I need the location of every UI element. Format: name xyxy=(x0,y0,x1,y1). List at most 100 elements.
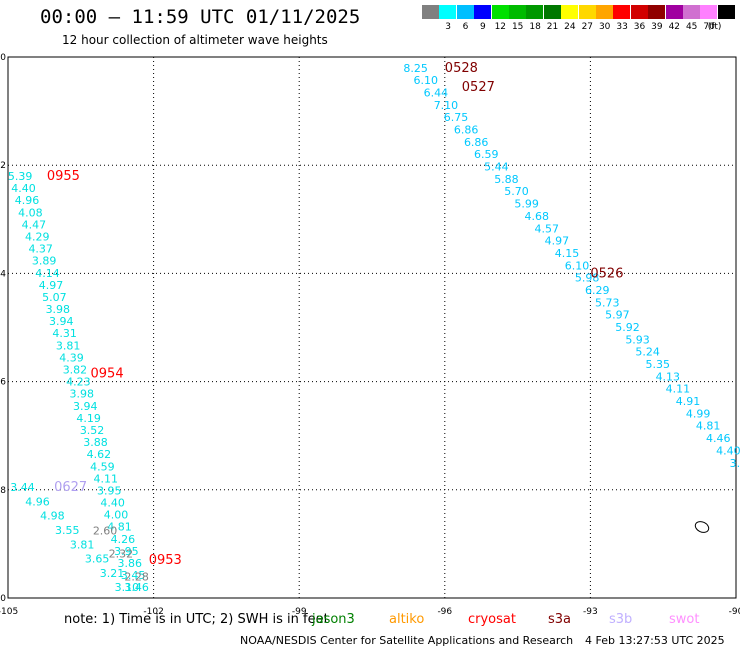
wave-height-value: 6.10 xyxy=(565,259,590,272)
wave-height-value: 4.81 xyxy=(696,420,721,433)
wave-height-value: 4.47 xyxy=(22,218,47,231)
colorbar-label: 27 xyxy=(581,22,594,32)
colorbar-label: 39 xyxy=(651,22,663,32)
wave-height-value: 6.86 xyxy=(454,124,479,137)
colorbar-unit: (ft) xyxy=(707,22,722,32)
wave-height-value: 4.00 xyxy=(104,509,129,522)
colorbar-swatch xyxy=(683,5,700,19)
mission-jason3: jason3 xyxy=(312,612,355,627)
wave-height-value: 5.99 xyxy=(514,198,539,211)
wave-height-value: 4.96 xyxy=(15,194,40,207)
mission-s3b: s3b xyxy=(609,612,633,627)
wave-height-value: 5.93 xyxy=(625,333,650,346)
mission-cryosat: cryosat xyxy=(468,612,516,627)
wave-height-value: 5.24 xyxy=(635,346,660,359)
wave-height-value: 4.23 xyxy=(66,376,91,389)
colorbar-swatch xyxy=(665,5,683,19)
longitude-tick-label: -102 xyxy=(143,607,163,617)
page-subtitle: 12 hour collection of altimeter wave hei… xyxy=(62,33,328,47)
wave-height-value: 5.07 xyxy=(42,291,67,304)
mission-s3a: s3a xyxy=(548,612,572,627)
wave-height-value: 3.81 xyxy=(56,339,81,352)
latitude-tick-label: -66 xyxy=(0,378,6,388)
wave-height-value: 3.86 xyxy=(118,557,143,570)
longitude-tick-label: -105 xyxy=(0,607,18,617)
wave-height-value: 4.40 xyxy=(716,444,740,457)
wave-height-value: 3.45 xyxy=(121,569,146,582)
colorbar-swatch xyxy=(561,5,579,19)
colorbar-swatch xyxy=(717,5,735,19)
wave-height-value: 3.98 xyxy=(46,303,71,316)
wave-height-value: 2.32 xyxy=(109,547,134,560)
island-outline xyxy=(694,521,710,533)
colorbar-label: 24 xyxy=(564,22,576,32)
wave-height-value: 3.88 xyxy=(83,436,108,449)
wave-height-value: 3.44 xyxy=(10,481,35,494)
wave-height-value: 3.9 xyxy=(730,457,740,470)
units-note: note: 1) Time is in UTC; 2) SWH is in fe… xyxy=(64,612,329,627)
credit-line: NOAA/NESDIS Center for Satellite Applica… xyxy=(240,634,574,647)
wave-height-value: 3.94 xyxy=(73,400,98,413)
wave-height-value: 3.10 xyxy=(115,581,140,594)
wave-height-value: 4.11 xyxy=(666,383,691,396)
colorbar-swatch xyxy=(491,5,509,19)
wave-height-value: 4.11 xyxy=(94,472,119,485)
wave-height-value: 5.88 xyxy=(494,173,519,186)
wave-height-value: 3.89 xyxy=(32,255,57,268)
latitude-tick-label: -68 xyxy=(0,486,6,496)
wave-height-value: 3.52 xyxy=(80,424,105,437)
colorbar-label: 21 xyxy=(546,22,559,32)
wave-height-value: 2.60 xyxy=(93,524,118,537)
wave-height-value: 3.21 xyxy=(100,567,125,580)
wave-height-value: 5.44 xyxy=(484,161,509,174)
wave-height-value: 5.35 xyxy=(645,358,670,371)
colorbar-swatch xyxy=(474,5,492,19)
pass-time-label: 0953 xyxy=(149,553,182,568)
colorbar-label: 15 xyxy=(511,22,524,32)
wave-height-value: 6.29 xyxy=(585,284,610,297)
wave-height-value: 4.29 xyxy=(25,230,50,243)
colorbar-swatch xyxy=(613,5,631,19)
colorbar-swatch xyxy=(439,5,457,19)
wave-height-value: 6.10 xyxy=(414,74,439,87)
wave-height-value: 3.81 xyxy=(70,538,95,551)
wave-height-value: 4.19 xyxy=(76,412,101,425)
wave-height-value: 5.70 xyxy=(504,185,529,198)
wave-height-value: 3.82 xyxy=(63,364,88,377)
wave-height-value: 4.97 xyxy=(39,279,64,292)
wave-height-value: 4.91 xyxy=(676,395,701,408)
wave-height-value: 4.98 xyxy=(40,510,65,523)
wave-height-value: 3.94 xyxy=(49,315,74,328)
wave-height-value: 4.40 xyxy=(100,497,125,510)
colorbar-swatch xyxy=(700,5,718,19)
wave-height-value: 4.57 xyxy=(535,222,560,235)
longitude-tick-label: -96 xyxy=(437,607,452,617)
wave-height-value: 3.65 xyxy=(85,553,110,566)
colorbar-label: 18 xyxy=(529,22,541,32)
wave-height-value: 4.13 xyxy=(656,370,681,383)
wave-height-value: 3.95 xyxy=(114,545,139,558)
wave-height-value: 7.10 xyxy=(434,99,459,112)
pass-time-label: 0527 xyxy=(462,80,495,95)
colorbar-label: 30 xyxy=(598,22,611,32)
pass-time-label: 0954 xyxy=(91,366,124,381)
wave-height-value: 5.98 xyxy=(575,272,600,285)
wave-height-value: 4.40 xyxy=(11,182,36,195)
wave-height-value: 4.37 xyxy=(28,243,53,256)
longitude-tick-label: -99 xyxy=(292,607,307,617)
pass-time-label: 0627 xyxy=(54,480,87,495)
wave-height-value: 5.97 xyxy=(605,309,630,322)
colorbar-label: 6 xyxy=(462,22,469,32)
page-title: 00:00 – 11:59 UTC 01/11/2025 xyxy=(40,6,361,28)
wave-height-value: 5.39 xyxy=(8,170,33,183)
pass-time-label: 0528 xyxy=(445,61,478,76)
colorbar-label: 3 xyxy=(445,22,451,32)
wave-height-value: 4.97 xyxy=(545,235,570,248)
wave-height-value: 4.68 xyxy=(524,210,549,223)
colorbar-label: 33 xyxy=(616,22,628,32)
colorbar-swatch xyxy=(526,5,544,19)
colorbar-swatch xyxy=(648,5,666,19)
wave-height-value: 6.44 xyxy=(424,87,449,100)
